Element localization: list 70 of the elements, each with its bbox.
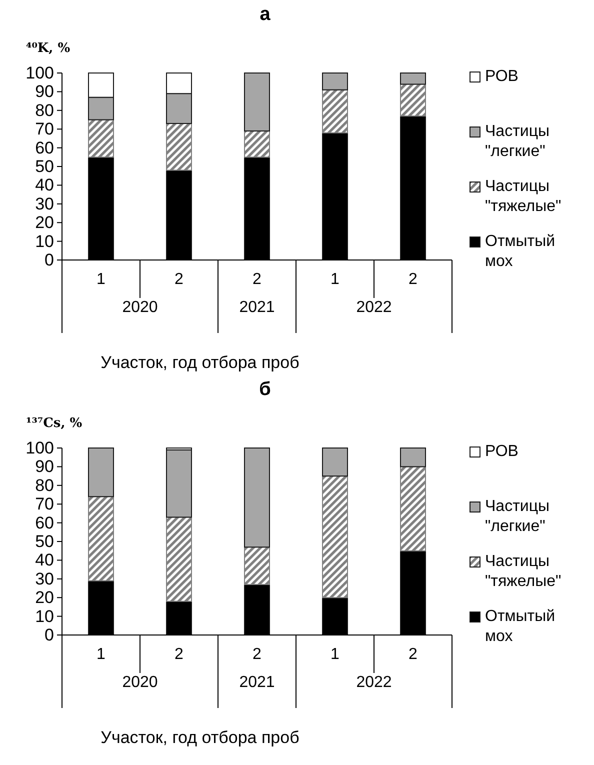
text: 2020 bbox=[122, 299, 158, 316]
y-tick-label: 10 bbox=[35, 606, 54, 626]
y-tick-label: 40 bbox=[35, 176, 54, 195]
y-tick-label: 50 bbox=[35, 156, 54, 176]
text: 2021 bbox=[239, 674, 275, 691]
x-axis-title: Участок, год отбора проб bbox=[100, 353, 300, 372]
y-tick-label: 60 bbox=[35, 513, 54, 532]
bar bbox=[322, 89, 348, 134]
bar bbox=[244, 130, 270, 158]
text: 2021 bbox=[239, 299, 275, 316]
bar bbox=[400, 466, 426, 552]
x-axis-title: Участок, год отбора проб bbox=[100, 728, 300, 747]
bar bbox=[244, 546, 270, 586]
y-tick-label: 50 bbox=[35, 532, 54, 551]
legend-label: Отмытый мох bbox=[485, 233, 556, 270]
legend-label: РОВ bbox=[485, 68, 518, 85]
y-tick-label: 0 bbox=[44, 250, 54, 270]
y-tick-label: 0 bbox=[44, 625, 54, 644]
bar bbox=[322, 448, 348, 477]
y-tick-label: 30 bbox=[35, 569, 54, 588]
bar bbox=[400, 84, 426, 117]
y-tick-label: 10 bbox=[35, 232, 54, 251]
legend-label: Частицы "тяжелые" bbox=[485, 178, 562, 215]
y-tick-label: 90 bbox=[35, 82, 54, 102]
bar bbox=[166, 516, 192, 602]
y-tick-label: 70 bbox=[35, 120, 54, 139]
y-tick-label: 40 bbox=[35, 550, 54, 570]
y-axis-title: ¹³⁷Cs, % bbox=[26, 416, 83, 431]
y-tick-label: 80 bbox=[35, 100, 54, 120]
x-tick-label: 2 bbox=[252, 271, 262, 288]
y-tick-label: 80 bbox=[35, 476, 54, 495]
bar bbox=[244, 72, 270, 132]
bar bbox=[166, 122, 192, 171]
bar bbox=[400, 72, 426, 85]
text: 2022 bbox=[356, 674, 392, 691]
legend-label: Отмытый мох bbox=[485, 608, 556, 645]
x-tick-label: 1 bbox=[96, 646, 106, 663]
bar bbox=[400, 448, 426, 468]
x-tick-label: 2 bbox=[174, 271, 184, 288]
bar bbox=[88, 496, 114, 582]
bar bbox=[166, 449, 192, 518]
y-tick-label: 20 bbox=[35, 588, 54, 608]
legend-label: РОВ bbox=[485, 443, 518, 460]
y-tick-label: 100 bbox=[26, 438, 54, 458]
x-tick-label: 2 bbox=[408, 271, 418, 288]
bar bbox=[88, 119, 114, 158]
bar bbox=[88, 448, 114, 498]
text: 2022 bbox=[356, 299, 392, 316]
chart-title: б bbox=[259, 379, 271, 400]
bar bbox=[322, 476, 348, 598]
x-tick-label: 1 bbox=[330, 271, 340, 288]
text: 2020 bbox=[122, 674, 158, 691]
x-tick-label: 2 bbox=[252, 646, 262, 663]
x-tick-label: 2 bbox=[174, 646, 184, 663]
bar bbox=[244, 448, 270, 548]
legend-label: Частицы "легкие" bbox=[485, 123, 550, 160]
chart-title: а bbox=[260, 4, 271, 25]
y-tick-label: 70 bbox=[35, 494, 54, 514]
y-tick-label: 60 bbox=[35, 138, 54, 158]
y-axis-title: ⁴⁰K, % bbox=[26, 41, 71, 56]
y-tick-label: 20 bbox=[35, 213, 54, 232]
x-tick-label: 2 bbox=[408, 646, 418, 663]
y-tick-label: 30 bbox=[35, 194, 54, 214]
bar bbox=[322, 72, 348, 90]
x-tick-label: 1 bbox=[330, 646, 340, 663]
y-tick-label: 90 bbox=[35, 457, 54, 476]
x-tick-label: 1 bbox=[96, 271, 106, 288]
legend-label: Частицы "легкие" bbox=[485, 498, 550, 535]
legend-label: Частицы "тяжелые" bbox=[485, 553, 562, 590]
y-tick-label: 100 bbox=[26, 63, 54, 82]
